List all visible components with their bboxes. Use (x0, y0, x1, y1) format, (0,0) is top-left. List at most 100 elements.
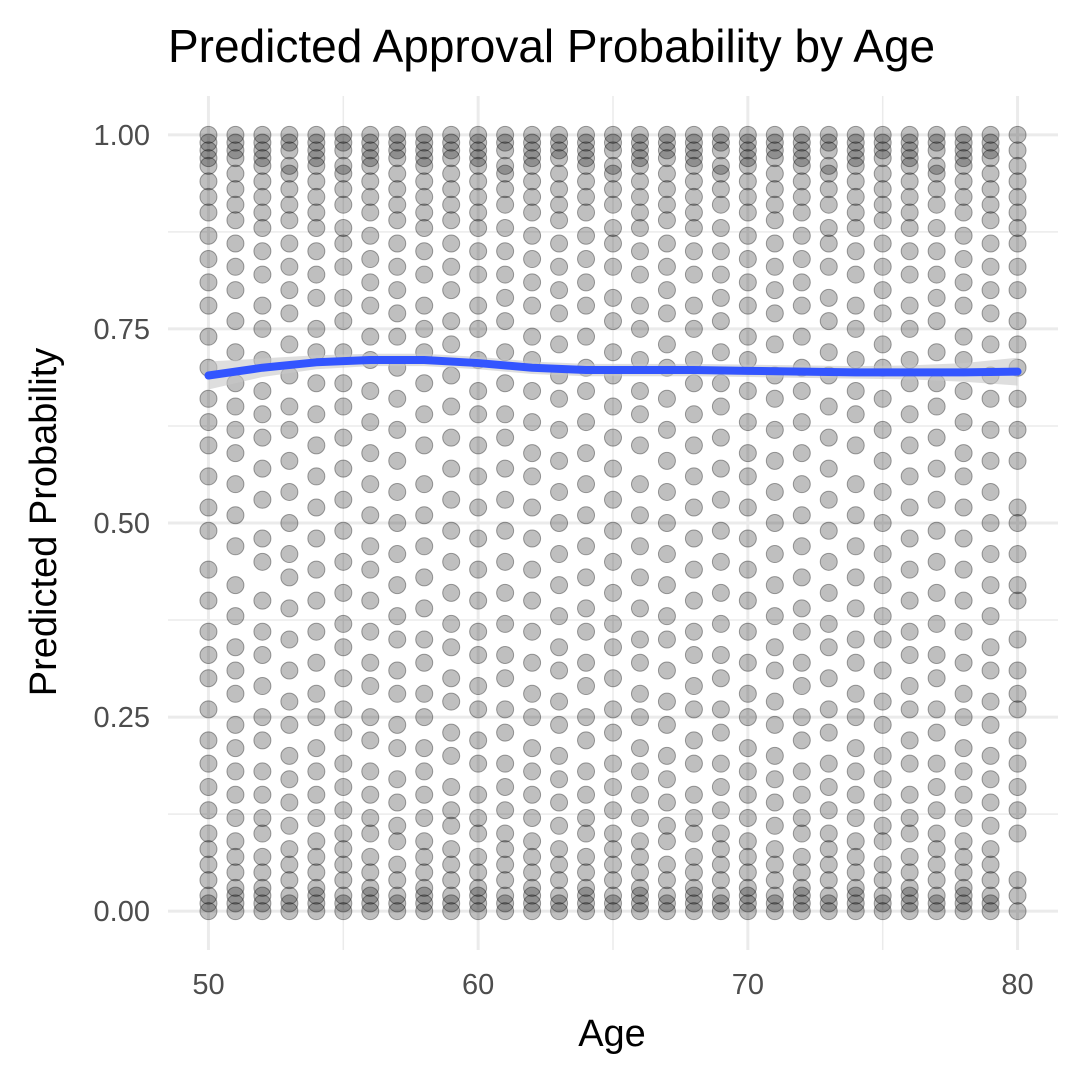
data-point (954, 739, 973, 758)
data-point (307, 886, 326, 905)
data-point (496, 195, 515, 214)
data-point (873, 180, 892, 199)
data-point (361, 653, 380, 672)
data-point (577, 537, 596, 556)
data-point (415, 156, 434, 175)
data-point (361, 785, 380, 804)
data-point (1008, 389, 1027, 408)
data-point (684, 498, 703, 517)
data-point (792, 506, 811, 525)
data-point (550, 638, 569, 657)
data-point (657, 545, 676, 564)
data-point (334, 801, 353, 820)
data-point (792, 133, 811, 152)
data-point (819, 669, 838, 688)
data-point (765, 902, 784, 921)
data-point (469, 754, 488, 773)
data-point (765, 607, 784, 626)
data-point (199, 855, 218, 874)
data-point (361, 250, 380, 269)
data-point (927, 218, 946, 237)
data-point (469, 878, 488, 897)
data-point (711, 133, 730, 152)
data-point (307, 560, 326, 579)
data-point (361, 824, 380, 843)
data-point (469, 242, 488, 261)
data-point (819, 180, 838, 199)
data-point (415, 863, 434, 882)
data-point (469, 187, 488, 206)
data-point (900, 467, 919, 486)
data-point (442, 180, 461, 199)
data-point (361, 226, 380, 245)
data-point (846, 599, 865, 618)
data-point (199, 296, 218, 315)
data-point (711, 871, 730, 890)
data-point (765, 149, 784, 168)
data-point (684, 529, 703, 548)
data-point (253, 894, 272, 913)
data-point (550, 234, 569, 253)
data-point (199, 801, 218, 820)
grid-lines (168, 96, 1058, 950)
data-point (792, 273, 811, 292)
data-point (442, 886, 461, 905)
data-point (900, 405, 919, 424)
data-point (657, 661, 676, 680)
data-point (334, 125, 353, 144)
data-point (846, 708, 865, 727)
data-point (792, 250, 811, 269)
data-point (873, 335, 892, 354)
data-point (873, 304, 892, 323)
data-point (253, 187, 272, 206)
data-point (199, 498, 218, 517)
data-point (954, 125, 973, 144)
data-point (361, 809, 380, 828)
data-point (577, 653, 596, 672)
data-point (307, 591, 326, 610)
data-point (711, 459, 730, 478)
data-point (496, 754, 515, 773)
data-point (711, 195, 730, 214)
data-point (927, 669, 946, 688)
data-point (226, 638, 245, 657)
data-point (469, 149, 488, 168)
data-point (442, 133, 461, 152)
data-point (604, 218, 622, 237)
data-point (469, 785, 488, 804)
data-point (927, 459, 946, 478)
data-point (981, 715, 1000, 734)
data-point (819, 218, 838, 237)
data-point (550, 335, 569, 354)
data-point (469, 133, 488, 152)
data-point (765, 304, 784, 323)
data-point (900, 700, 919, 719)
data-point (388, 832, 407, 851)
data-point (765, 661, 784, 680)
data-point (334, 428, 353, 447)
data-point (388, 141, 407, 160)
data-point (415, 436, 434, 455)
data-point (307, 172, 326, 191)
data-point (253, 645, 272, 664)
data-point (199, 521, 218, 540)
data-point (307, 187, 326, 206)
x-axis-title: Age (578, 1013, 646, 1055)
data-point (577, 156, 596, 175)
data-point (415, 125, 434, 144)
data-point (442, 257, 461, 276)
data-point (307, 133, 326, 152)
data-point (334, 234, 353, 253)
data-point (577, 708, 596, 727)
data-point (630, 265, 649, 284)
data-point (927, 164, 946, 183)
data-point (523, 149, 542, 168)
data-point (819, 397, 838, 416)
data-point (226, 537, 245, 556)
data-point (981, 902, 1000, 921)
data-point (253, 405, 272, 424)
data-point (711, 723, 730, 742)
data-point (388, 164, 407, 183)
data-point (711, 894, 730, 913)
data-point (334, 257, 353, 276)
